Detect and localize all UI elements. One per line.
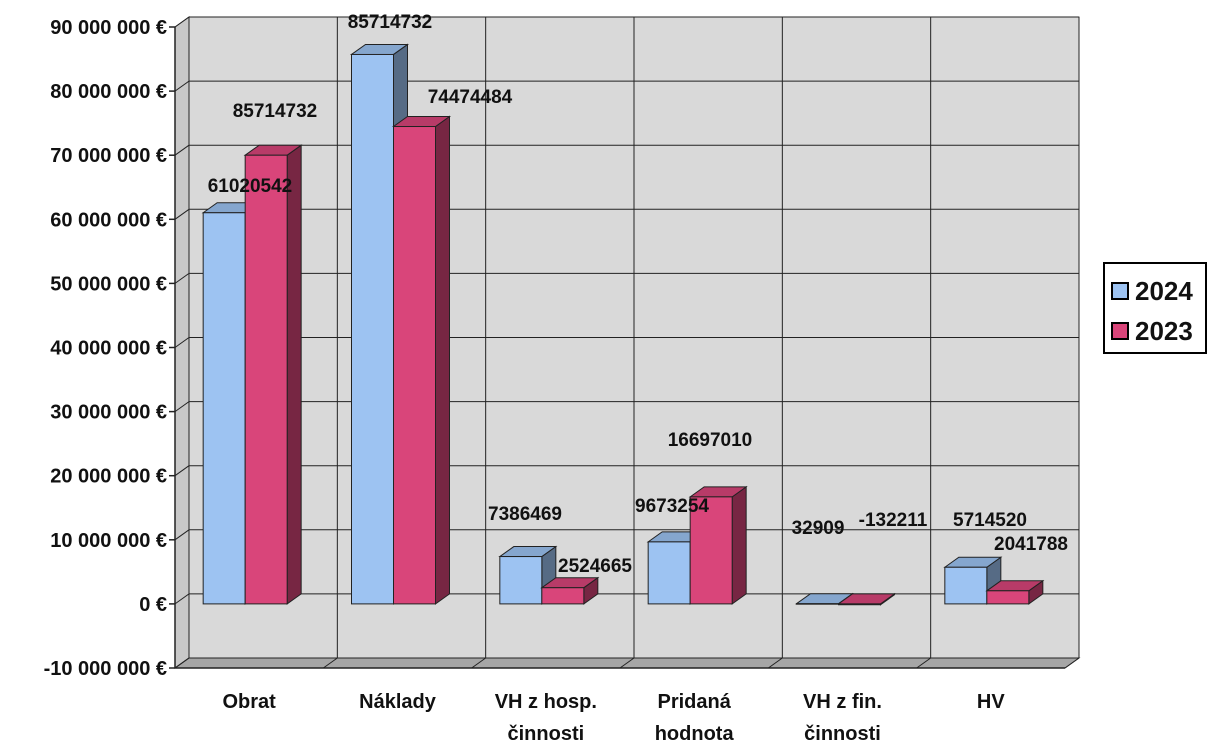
gridline-side (174, 144, 190, 156)
x-tick-label: hodnota (655, 723, 735, 745)
y-tick-label: 10 000 000 € (50, 530, 167, 552)
bar-front (796, 603, 839, 605)
gridline-side (174, 465, 190, 477)
data-label: 2041788 (994, 534, 1068, 555)
gridline-floor (1064, 657, 1080, 669)
x-tick-label: Náklady (359, 691, 437, 713)
x-tick-label: VH z fin. (803, 691, 882, 713)
bar-front (393, 126, 436, 605)
y-tick-label: 70 000 000 € (50, 145, 167, 167)
bar-2023-0 (243, 144, 303, 605)
y-tick-label: -10 000 000 € (44, 658, 167, 680)
bar-2023-2 (540, 576, 600, 605)
bar-front (689, 496, 733, 605)
gridline-side (174, 529, 190, 541)
legend-label-2023: 2023 (1135, 315, 1193, 346)
legend-item-2024: 2024 (1111, 276, 1193, 306)
legend-item-2023: 2023 (1111, 316, 1193, 346)
y-tick-label: 20 000 000 € (50, 466, 167, 488)
gridline-side (174, 401, 190, 413)
y-tick-label: 0 € (139, 594, 167, 616)
gridline-floor (323, 657, 338, 669)
data-label: 16697010 (668, 430, 753, 451)
x-tick-label: činnosti (507, 723, 584, 745)
y-tick-label: 30 000 000 € (50, 402, 167, 424)
bar-front (647, 541, 691, 605)
x-tick-label: VH z hosp. (495, 691, 597, 713)
bar-front (499, 556, 543, 605)
data-label: 7386469 (488, 504, 562, 525)
y-tick-label: 60 000 000 € (50, 209, 167, 231)
bar-2023-5 (985, 579, 1045, 605)
data-label: 5714520 (953, 510, 1027, 531)
bar-front (838, 603, 881, 606)
y-tick-label: 50 000 000 € (50, 273, 167, 295)
gridline-side (174, 16, 190, 28)
gridline-floor (471, 657, 486, 669)
bar-front (202, 212, 246, 605)
legend-label-2024: 2024 (1135, 275, 1193, 306)
data-label: 85714732 (348, 12, 433, 33)
bar-front (986, 590, 1030, 605)
bar-front (541, 587, 585, 605)
data-label: 85714732 (233, 101, 318, 122)
x-tick-label: Pridaná (657, 691, 731, 713)
x-tick-label: Obrat (222, 691, 276, 713)
gridline-floor (768, 657, 783, 669)
legend-swatch-2023 (1111, 322, 1129, 340)
x-tick-label: HV (977, 691, 1005, 713)
bar-2023-4 (836, 592, 897, 606)
legend: 2024 2023 (1103, 262, 1207, 354)
y-tick-label: 90 000 000 € (50, 17, 167, 39)
gridline-side (174, 593, 190, 605)
data-label: 32909 (792, 518, 845, 539)
y-tick-label: 40 000 000 € (50, 338, 167, 360)
bar-front (244, 154, 288, 605)
data-label: -132211 (859, 510, 928, 531)
bar-2023-1 (391, 115, 452, 605)
bar-side (731, 485, 747, 605)
legend-swatch-2024 (1111, 282, 1129, 300)
gridline-floor (174, 657, 190, 669)
gridline-floor (916, 657, 931, 669)
bar-front (944, 566, 988, 605)
y-tick-label: 80 000 000 € (50, 81, 167, 103)
data-label: 2524665 (558, 556, 632, 577)
bar-front (351, 53, 394, 605)
x-tick-label: činnosti (804, 723, 881, 745)
gridline-floor (619, 657, 635, 669)
bar-side (286, 144, 302, 605)
bar-side (435, 115, 450, 605)
data-label: 74474484 (428, 87, 513, 108)
gridline-side (174, 337, 190, 348)
data-label: 61020542 (208, 176, 293, 197)
gridline-side (174, 208, 190, 220)
gridline-side (174, 272, 190, 284)
bar-2023-3 (688, 485, 748, 605)
data-label: 9673254 (635, 496, 709, 517)
gridline-side (174, 80, 190, 92)
